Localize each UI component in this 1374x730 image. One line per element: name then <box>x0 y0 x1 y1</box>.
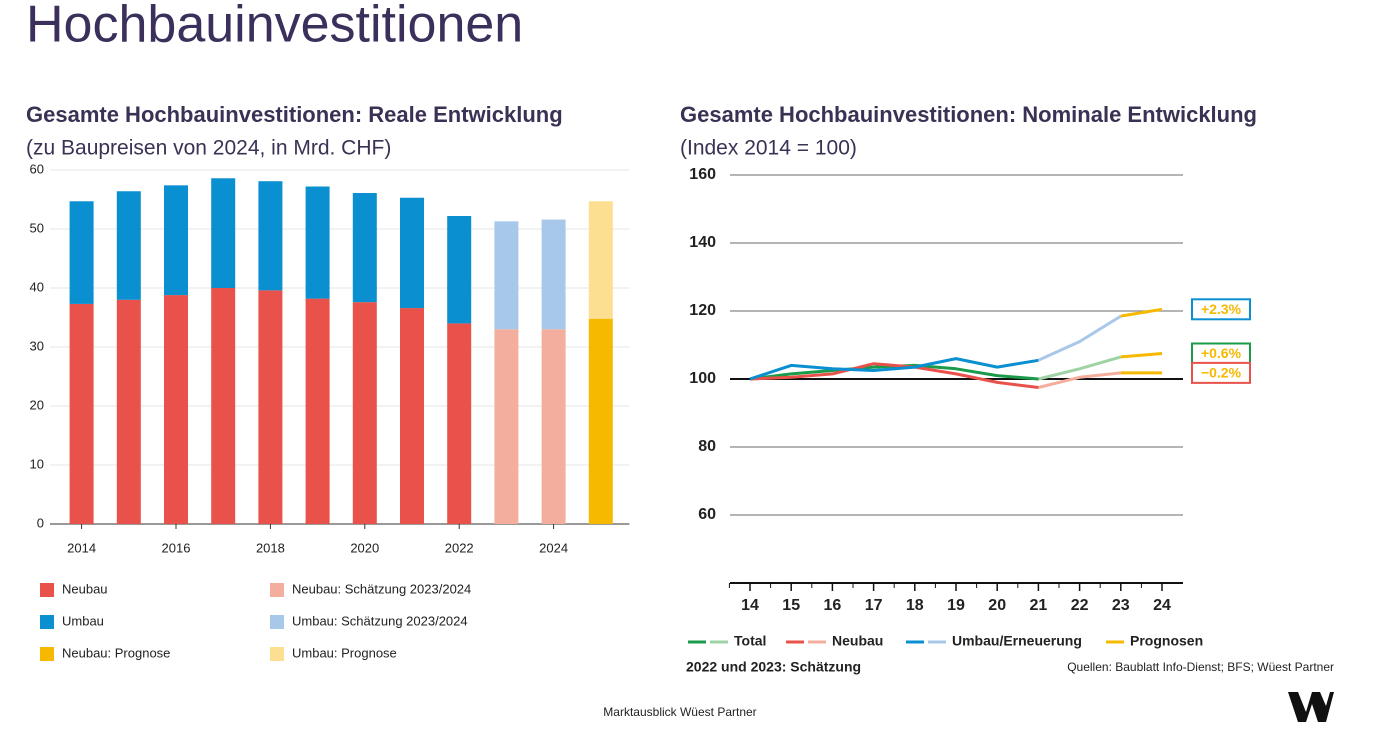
bar-segment <box>305 298 330 524</box>
bar-segment <box>400 308 424 524</box>
legend-label: Umbau/Erneuerung <box>952 633 1082 649</box>
bar-segment <box>69 303 94 524</box>
bar-segment <box>211 288 236 524</box>
bar-segment <box>352 193 377 303</box>
y-tick-label: 80 <box>698 438 716 455</box>
y-tick-label: 20 <box>30 397 44 412</box>
bar-segment <box>588 318 613 524</box>
bar-segment <box>116 299 141 524</box>
x-tick-label: 17 <box>865 597 883 614</box>
y-tick-label: 60 <box>698 506 716 523</box>
x-tick-label: 18 <box>906 597 924 614</box>
chart-subtitle: (zu Baupreisen von 2024, in Mrd. CHF) <box>26 137 391 160</box>
bar-segment <box>447 323 472 524</box>
x-tick-label: 21 <box>1030 597 1048 614</box>
y-tick-label: 140 <box>689 234 716 251</box>
end-label: +0.6% <box>1201 345 1242 361</box>
x-tick-label: 2022 <box>445 540 474 555</box>
x-tick-label: 14 <box>741 597 759 614</box>
x-tick-label: 2020 <box>350 540 379 555</box>
legend-swatch <box>40 615 54 629</box>
logo <box>1288 692 1334 722</box>
legend-label: Neubau: Schätzung 2023/2024 <box>292 581 471 596</box>
legend-swatch <box>270 615 284 629</box>
bar-segment <box>211 178 236 288</box>
bar-segment <box>352 302 377 524</box>
note: 2022 und 2023: Schätzung <box>686 659 861 675</box>
legend-label: Umbau: Schätzung 2023/2024 <box>292 613 468 628</box>
x-tick-label: 2014 <box>67 540 96 555</box>
x-tick-label: 19 <box>947 597 965 614</box>
estimate-line <box>1038 371 1121 389</box>
end-label-box <box>1191 361 1251 384</box>
y-tick-label: 100 <box>689 370 716 387</box>
x-tick-label: 24 <box>1153 597 1171 614</box>
x-tick-label: 16 <box>824 597 842 614</box>
end-label: −0.2% <box>1201 365 1242 381</box>
x-tick-label: 22 <box>1071 597 1089 614</box>
legend-label: Umbau <box>62 613 104 628</box>
bar-segment <box>494 329 519 524</box>
estimate-line <box>1038 355 1122 381</box>
legend-swatch <box>270 583 284 597</box>
forecast-line <box>1120 307 1163 318</box>
y-tick-label: 10 <box>30 456 44 471</box>
source: Quellen: Baublatt Info-Dienst; BFS; Wües… <box>1067 660 1334 674</box>
bar-segment <box>400 197 424 309</box>
y-tick-label: 60 <box>30 161 44 176</box>
bar-segment <box>258 181 283 291</box>
footer: Marktausblick Wüest Partner <box>603 705 756 719</box>
legend-label: Neubau <box>62 581 108 596</box>
bar-segment <box>447 216 472 324</box>
x-tick-label: 2024 <box>539 540 568 555</box>
y-tick-label: 30 <box>30 338 44 353</box>
legend-swatch <box>40 583 54 597</box>
bar-segment <box>305 186 330 299</box>
line <box>749 357 1039 381</box>
estimate-line <box>1037 314 1122 362</box>
legend-label: Prognosen <box>1130 633 1203 649</box>
x-tick-label: 2018 <box>256 540 285 555</box>
legend-label: Total <box>734 633 766 649</box>
chart-title: Gesamte Hochbauinvestitionen: Reale Entw… <box>26 102 563 127</box>
x-tick-label: 23 <box>1112 597 1130 614</box>
x-tick-label: 20 <box>988 597 1006 614</box>
end-label-box <box>1191 298 1251 321</box>
legend-label: Neubau <box>832 633 883 649</box>
legend-label: Neubau: Prognose <box>62 645 170 660</box>
legend-swatch <box>40 647 54 661</box>
x-tick-label: 15 <box>782 597 800 614</box>
x-tick-label: 2016 <box>162 540 191 555</box>
y-tick-label: 50 <box>30 220 44 235</box>
bar-segment <box>541 329 566 524</box>
end-label: +2.3% <box>1201 301 1242 317</box>
forecast-line <box>1120 352 1163 359</box>
y-tick-label: 40 <box>30 279 44 294</box>
chart-title: Gesamte Hochbauinvestitionen: Nominale E… <box>680 102 1257 127</box>
bar-segment <box>258 290 283 524</box>
bar-segment <box>116 191 141 300</box>
bar-segment <box>541 219 566 330</box>
y-tick-label: 160 <box>689 166 716 183</box>
chart-subtitle: (Index 2014 = 100) <box>680 137 857 160</box>
y-tick-label: 120 <box>689 302 716 319</box>
bar-segment <box>164 185 188 296</box>
y-tick-label: 0 <box>37 515 44 530</box>
legend-label: Umbau: Prognose <box>292 645 397 660</box>
line <box>749 362 1039 389</box>
legend-swatch <box>270 647 284 661</box>
bar-segment <box>69 201 94 304</box>
bar-segment <box>588 201 613 319</box>
slide-title: Hochbauinvestitionen <box>26 0 523 54</box>
bar-segment <box>494 221 519 330</box>
bar-segment <box>164 295 188 524</box>
